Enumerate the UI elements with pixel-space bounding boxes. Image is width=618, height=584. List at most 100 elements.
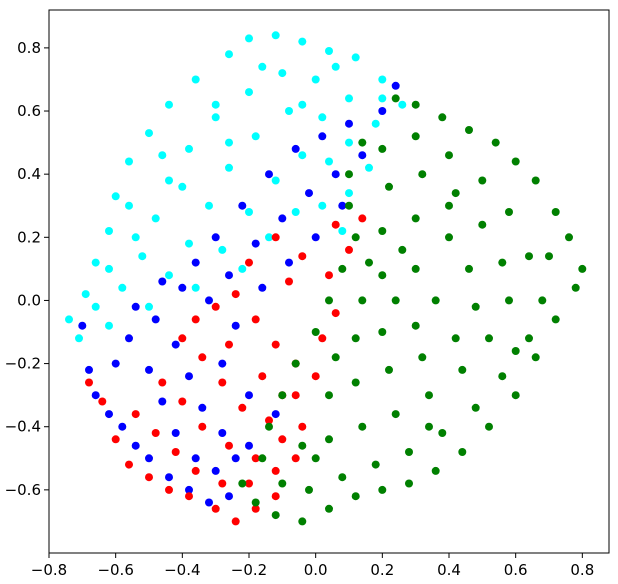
point-s2-15 [218, 479, 227, 488]
point-s2-27 [198, 353, 207, 362]
point-s3-17 [551, 208, 560, 216]
point-s0-30 [145, 302, 153, 311]
point-s3-37 [411, 132, 420, 141]
point-s3-84 [365, 258, 373, 267]
point-s1-15 [171, 429, 180, 437]
point-s1-39 [305, 189, 313, 198]
point-s2-44 [345, 245, 353, 254]
point-s2-2 [111, 435, 120, 444]
point-s0-53 [158, 151, 167, 160]
point-s0-20 [138, 252, 147, 261]
point-s1-4 [118, 422, 127, 431]
point-s0-55 [258, 62, 267, 71]
point-s0-8 [165, 100, 173, 109]
point-s3-89 [545, 252, 553, 261]
point-s2-31 [291, 391, 300, 400]
y-tick-label: 0.6 [17, 102, 41, 120]
point-s3-69 [471, 302, 480, 311]
point-s3-19 [511, 157, 520, 166]
point-s3-18 [531, 176, 540, 185]
point-s1-48 [338, 201, 347, 210]
point-s1-31 [345, 119, 353, 128]
point-s0-37 [318, 113, 327, 122]
point-s1-5 [131, 441, 140, 450]
point-s2-17 [271, 466, 280, 475]
point-s3-55 [478, 220, 487, 229]
point-s3-8 [431, 466, 440, 475]
point-s1-23 [218, 429, 227, 437]
point-s0-27 [311, 75, 320, 84]
point-s3-65 [378, 227, 387, 235]
point-s3-75 [378, 271, 387, 280]
y-tick-label: 0.8 [17, 39, 41, 57]
point-s1-35 [205, 296, 213, 305]
point-s3-77 [431, 296, 440, 305]
point-s3-7 [405, 479, 413, 488]
point-s1-43 [158, 277, 167, 286]
point-s2-19 [158, 378, 167, 387]
point-s3-78 [411, 321, 420, 330]
point-s3-74 [325, 391, 333, 400]
point-s2-8 [231, 517, 240, 526]
point-s0-10 [225, 50, 233, 59]
point-s0-22 [165, 176, 173, 185]
point-s3-27 [345, 201, 353, 210]
point-s1-29 [291, 144, 300, 153]
point-s2-24 [278, 435, 287, 444]
point-s3-71 [418, 353, 427, 362]
point-s2-34 [231, 290, 240, 299]
x-tick-label: −0.2 [231, 561, 267, 579]
point-s3-83 [398, 245, 407, 254]
point-s2-42 [298, 252, 307, 261]
point-s3-25 [358, 138, 367, 147]
point-s2-3 [125, 460, 133, 469]
point-s0-28 [345, 94, 353, 103]
point-s0-58 [178, 182, 187, 191]
point-s0-34 [225, 163, 233, 172]
point-s0-49 [291, 208, 300, 216]
point-s3-33 [278, 391, 287, 400]
point-s3-57 [505, 296, 513, 305]
point-s1-44 [231, 321, 240, 330]
point-s3-80 [351, 334, 360, 343]
axes-frame [48, 9, 610, 554]
point-s1-0 [78, 321, 87, 330]
point-s3-26 [345, 170, 353, 179]
point-s1-20 [171, 340, 180, 349]
point-s3-36 [378, 144, 387, 153]
x-tick-label: −0.4 [164, 561, 200, 579]
point-s0-9 [191, 75, 200, 84]
point-s3-24 [391, 94, 400, 103]
point-s3-22 [438, 113, 447, 122]
point-s1-34 [178, 283, 187, 292]
point-s0-44 [298, 151, 307, 160]
point-s2-13 [171, 448, 180, 456]
point-s0-63 [91, 302, 100, 311]
point-s3-59 [458, 365, 467, 374]
point-s1-10 [225, 492, 233, 501]
point-s1-51 [271, 410, 280, 419]
y-axis: −0.6 −0.4 −0.2 0.0 0.2 0.4 0.6 0.8 [5, 39, 49, 499]
point-s1-40 [331, 170, 340, 179]
point-s3-0 [238, 479, 247, 488]
point-s0-41 [218, 245, 227, 254]
point-s1-21 [185, 372, 193, 381]
point-s1-33 [391, 81, 400, 90]
y-tick-label: 0.0 [17, 291, 41, 309]
point-s1-16 [191, 454, 200, 463]
point-s3-14 [571, 283, 580, 292]
point-s3-85 [331, 353, 340, 362]
point-s3-9 [458, 448, 467, 456]
point-s3-63 [325, 435, 333, 444]
point-s0-11 [245, 34, 253, 43]
y-tick-label: −0.2 [5, 355, 41, 373]
point-s0-38 [345, 138, 353, 147]
point-s3-16 [565, 233, 573, 242]
point-s1-47 [311, 233, 320, 242]
point-s1-38 [278, 214, 287, 223]
point-s0-39 [365, 163, 373, 172]
x-tick-label: 0.2 [370, 561, 394, 579]
point-s1-45 [258, 283, 267, 292]
point-s3-42 [538, 296, 547, 305]
